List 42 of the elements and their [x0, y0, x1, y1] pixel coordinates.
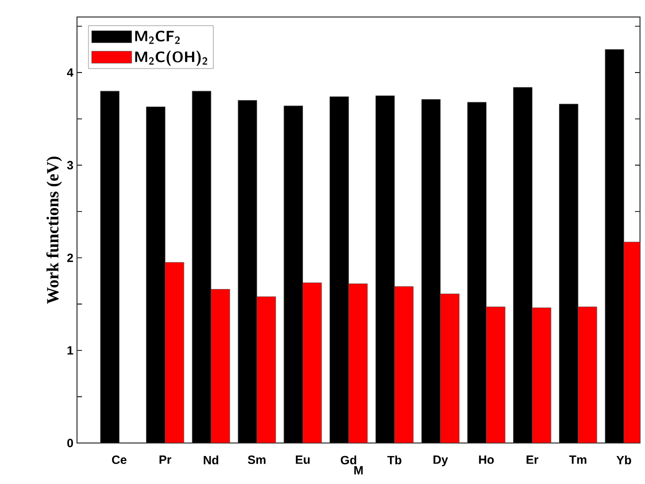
x-tick-label: Tm	[569, 456, 586, 464]
bar	[440, 294, 460, 443]
x-tick-label: Dy	[434, 456, 448, 466]
bar	[284, 106, 303, 443]
y-tick-label: 4	[66, 68, 74, 77]
x-tick-label: Sm	[248, 456, 266, 464]
y-tick-label: 2	[67, 254, 73, 262]
bar	[486, 306, 506, 443]
bar	[532, 308, 551, 443]
y-tick-label: 0	[67, 438, 73, 448]
bar	[559, 104, 578, 443]
x-tick-label: Ho	[479, 456, 494, 464]
bar	[146, 106, 166, 443]
bar	[100, 91, 120, 443]
x-tick-label: Pr	[160, 456, 172, 464]
bar	[302, 282, 322, 443]
bar	[348, 284, 368, 443]
bar	[238, 100, 257, 443]
bar	[467, 102, 486, 443]
x-tick-label: Yb	[616, 456, 632, 464]
bar	[376, 96, 395, 443]
bar	[394, 286, 414, 443]
bar	[578, 306, 597, 443]
x-tick-label: Tb	[387, 456, 402, 464]
bar	[330, 96, 349, 443]
bar	[422, 99, 440, 443]
bar	[513, 87, 532, 443]
x-tick-label: Eu	[296, 456, 310, 464]
y-tick-label: 3	[67, 160, 74, 170]
legend-label: M$_{2}$C(OH)$_{2}$	[135, 50, 208, 66]
bar	[165, 262, 184, 443]
x-tick-label: Ce	[112, 456, 126, 464]
x-axis-title: M	[354, 466, 363, 474]
x-tick-label: Er	[526, 456, 538, 464]
y-axis-title: Work functions (eV)	[46, 156, 62, 304]
bar	[192, 91, 211, 443]
x-tick-label: Gd	[340, 456, 356, 464]
y-tick-label: 1	[68, 346, 74, 355]
x-tick-label: Nd	[204, 456, 218, 464]
bar	[210, 289, 230, 443]
bar	[256, 296, 276, 443]
legend-label: M$_{2}$CF$_{2}$	[135, 30, 180, 44]
